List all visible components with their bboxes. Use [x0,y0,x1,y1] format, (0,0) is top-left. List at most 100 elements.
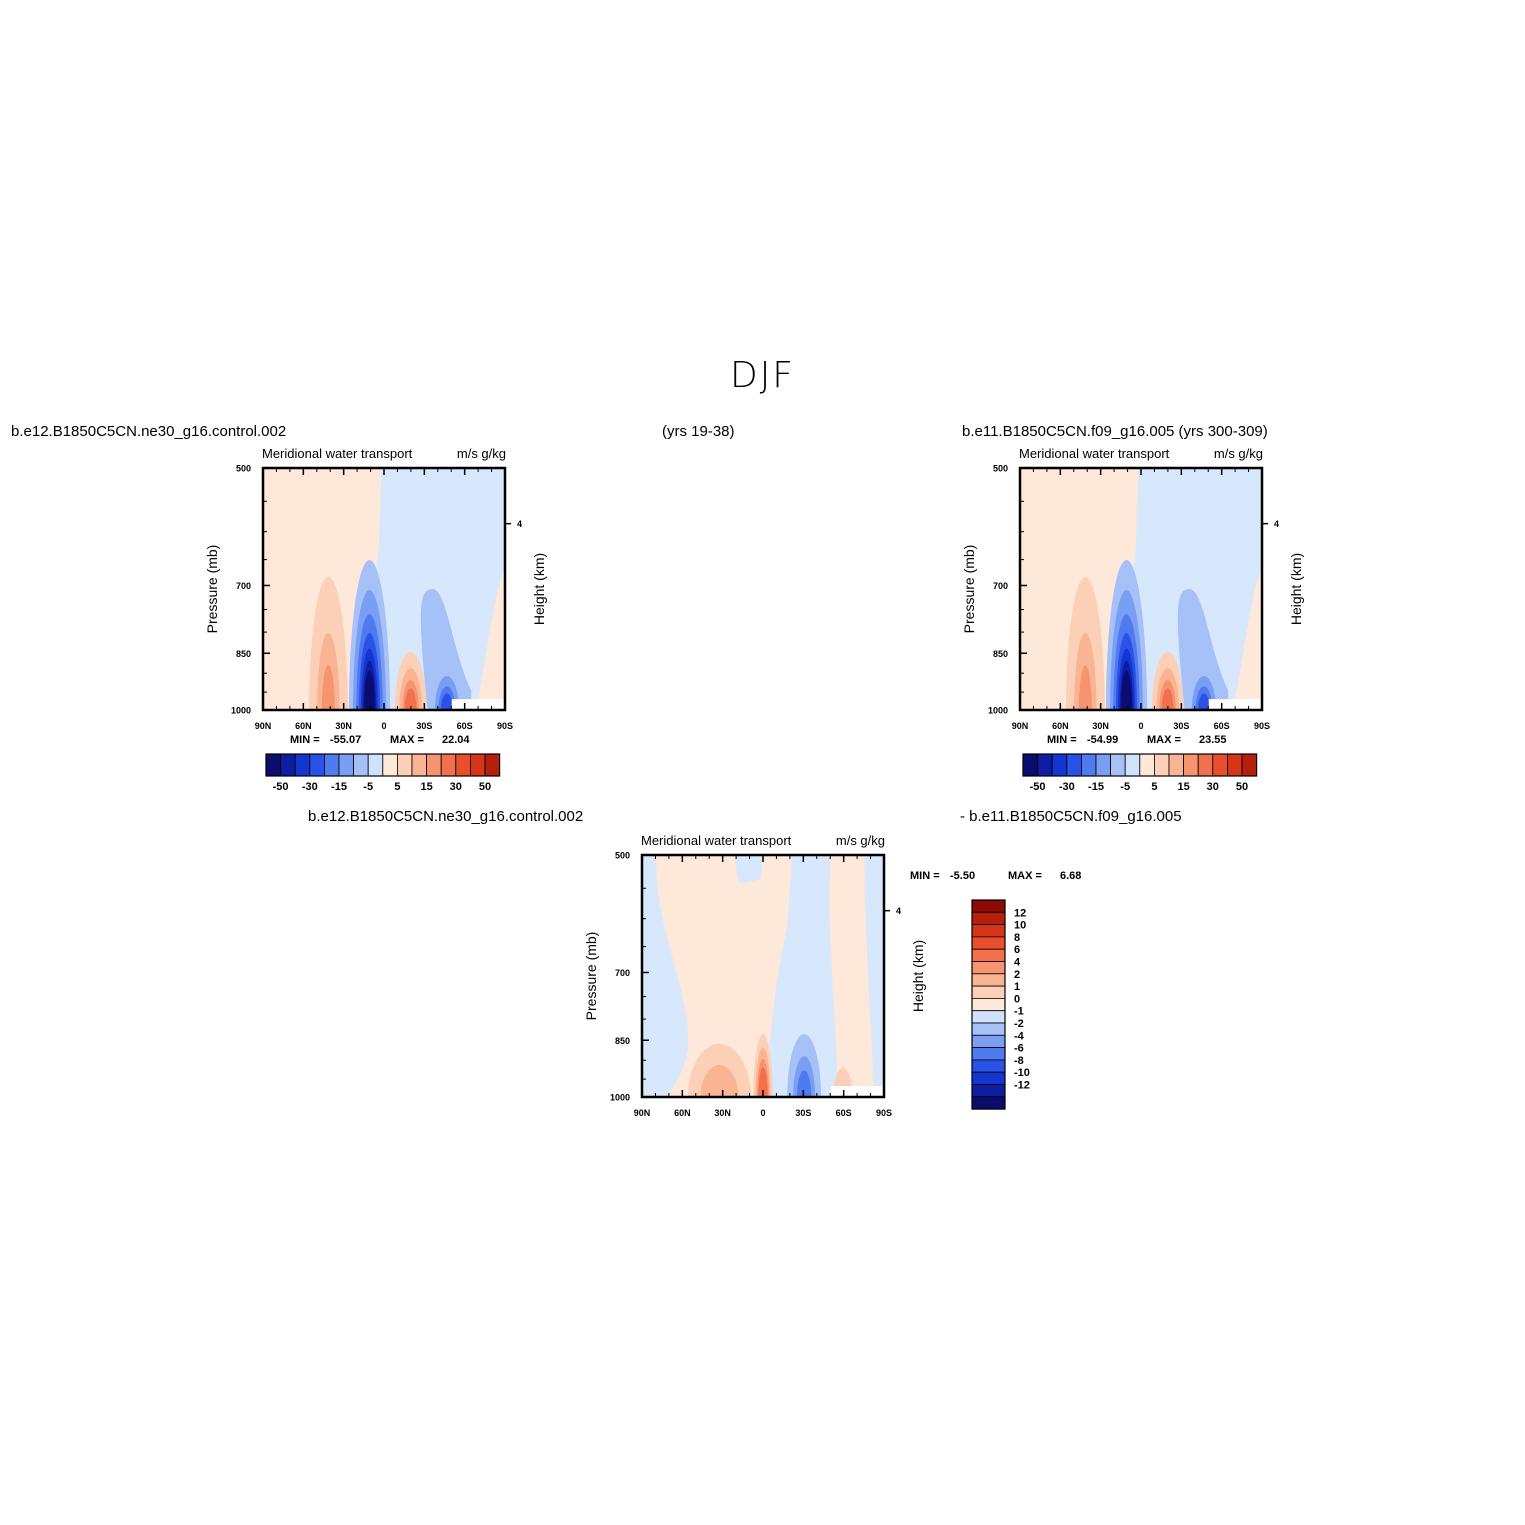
colorbar-box [1154,753,1170,777]
y-axis-label: Pressure (mb) [204,545,220,634]
x-tick-label: 30S [1173,721,1189,731]
vertical-colorbar-label: -8 [1014,1055,1024,1067]
panel3-caption-right: - b.e11.B1850C5CN.f09_g16.005 [960,808,1182,825]
x-tick-label: 90N [255,721,272,731]
vertical-colorbar-box [971,948,1006,962]
panel2-caption: b.e11.B1850C5CN.f09_g16.005 (yrs 300-309… [962,423,1268,440]
y-tick-label: 850 [615,1036,630,1046]
contour-polar-positive [1232,564,1262,710]
vertical-colorbar-box [971,1096,1006,1110]
vertical-colorbar-box [971,899,1006,913]
panel-top-left: 500 700 850 1000 4 90N 60N 30N 0 30S 60S 90S Meridio… [204,446,547,793]
max-label: MAX = [1008,870,1042,882]
y-tick-label: 500 [993,464,1008,474]
colorbar-box [440,753,457,777]
vertical-colorbar-label: -10 [1014,1067,1030,1079]
min-value: -5.50 [950,870,975,882]
vertical-colorbar-label: 12 [1014,907,1026,919]
colorbar-box [265,753,282,777]
y-tick-label: 1000 [231,706,251,716]
contour-southern-lobe [1161,688,1174,710]
max-label: MAX = [390,734,424,746]
colorbar-label: -50 [273,781,289,793]
colorbar-box [367,753,384,777]
vertical-colorbar-label: 8 [1014,932,1020,944]
negative-region-south [763,855,839,1097]
max-label: MAX = [1147,734,1181,746]
colorbar-label: -15 [1088,781,1104,793]
y-axis-right-label: Height (km) [531,553,547,625]
y-tick-label: 500 [615,851,630,861]
contour-positive-lobe [700,1065,739,1097]
vertical-colorbar-box [971,998,1006,1012]
colorbar-label: -50 [1030,781,1046,793]
y-tick-label: 1000 [988,706,1008,716]
vertical-colorbar-box [971,1034,1006,1049]
vertical-colorbar-label: -4 [1014,1030,1025,1042]
x-tick-label: 90S [1254,721,1270,731]
colorbar-box [469,753,486,777]
y-tick-label: 850 [236,649,251,659]
masked-region [830,1086,884,1097]
x-tick-label: 60S [457,721,473,731]
vertical-colorbar-label: 10 [1014,920,1026,932]
x-tick-label: 60N [1052,721,1069,731]
colorbar-box [323,753,340,777]
colorbar-box [411,753,428,777]
masked-region [1208,699,1262,710]
y-axis-label: Pressure (mb) [961,545,977,634]
x-tick-label: 30S [795,1108,811,1118]
vertical-colorbar-label: 4 [1014,957,1021,969]
contour-southern-negative-core [440,693,453,710]
min-label: MIN = [290,734,320,746]
contour-negative-core [364,670,375,710]
vertical-colorbar-box [971,936,1006,950]
colorbar-frame [265,753,501,777]
vertical-colorbar-label: -12 [1014,1080,1030,1092]
colorbar-box [1124,753,1141,777]
contour-field [1020,468,1262,710]
right-tick-label: 4 [896,906,901,916]
vertical-colorbar-box [971,1022,1006,1036]
panel-title-right: m/s g/kg [836,833,885,848]
colorbar-label: 15 [1177,781,1189,793]
contour-southern-negative [420,589,472,710]
x-tick-label: 60S [836,1108,852,1118]
contour-positive-lobe [1078,665,1092,710]
colorbar-box [309,753,325,777]
colorbar-label: 15 [420,781,432,793]
colorbar-box [484,753,501,777]
figure-title: DJF [729,355,796,396]
x-tick-label: 60N [295,721,312,731]
y-axis-label: Pressure (mb) [583,932,599,1021]
contour-field [642,855,884,1097]
y-tick-label: 1000 [610,1093,630,1103]
contour-southern-lobe [404,688,417,710]
y-tick-label: 850 [993,649,1008,659]
colorbar-box [294,753,311,777]
vertical-colorbar-box [971,961,1006,975]
colorbar-box [1227,753,1243,777]
panel-title-left: Meridional water transport [641,833,792,848]
x-tick-label: 30S [416,721,432,731]
x-tick-label: 0 [1138,721,1143,731]
colorbar-label: -30 [302,781,318,793]
max-value: 6.68 [1060,870,1081,882]
colorbar-box [1183,753,1199,777]
colorbar-box [280,753,296,777]
panel-title-left: Meridional water transport [262,446,413,461]
panel1-caption-right: (yrs 19-38) [662,423,735,440]
colorbar-box [1139,753,1155,777]
panel1-caption-left: b.e12.B1850C5CN.ne30_g16.control.002 [11,423,287,440]
right-tick-label: 4 [1274,519,1279,529]
y-axis-right-label: Height (km) [910,940,926,1012]
contour-southern-negative [1177,589,1229,710]
colorbar-label: 30 [1207,781,1219,793]
x-tick-label: 60N [674,1108,691,1118]
panel-title-left: Meridional water transport [1019,446,1170,461]
vertical-colorbar-box [971,911,1006,925]
colorbar-box [1037,753,1053,777]
x-tick-label: 30N [714,1108,731,1118]
colorbar-box [1095,753,1112,777]
vertical-colorbar-label: -2 [1014,1018,1024,1030]
